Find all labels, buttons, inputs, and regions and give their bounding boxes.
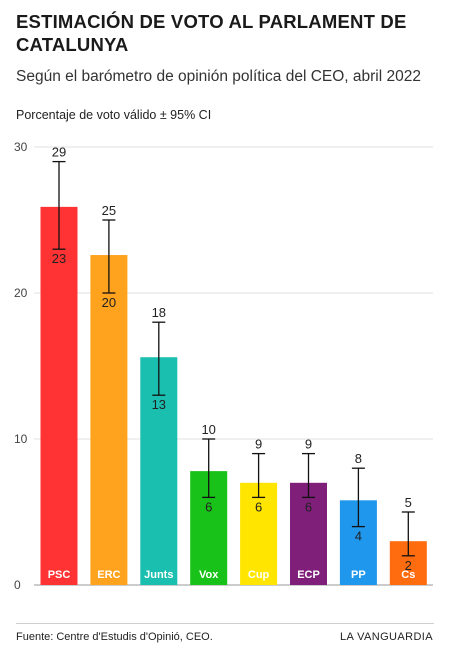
y-axis-caption: Porcentaje de voto válido ± 95% CI <box>16 108 212 122</box>
bar-cup <box>240 482 278 585</box>
y-tick-label: 30 <box>14 140 28 154</box>
lower-ci-label: 6 <box>305 499 312 514</box>
category-label: Cs <box>401 569 415 581</box>
category-label: Junts <box>144 569 173 581</box>
y-tick-label: 20 <box>14 286 28 300</box>
lower-ci-label: 23 <box>52 251 66 266</box>
lower-ci-label: 6 <box>255 499 262 514</box>
upper-ci-label: 29 <box>52 145 66 160</box>
bars <box>40 206 427 586</box>
upper-ci-label: 9 <box>255 437 262 452</box>
upper-ci-label: 18 <box>152 305 166 320</box>
y-tick-label: 0 <box>14 578 21 592</box>
category-label: Cup <box>248 569 270 581</box>
upper-ci-label: 10 <box>201 422 215 437</box>
chart-title: ESTIMACIÓN DE VOTO AL PARLAMENT DE CATAL… <box>16 11 407 55</box>
upper-ci-label: 9 <box>305 437 312 452</box>
category-label: ECP <box>297 569 320 581</box>
category-label: PSC <box>48 569 71 581</box>
brand-logo: LA VANGUARDIA <box>339 631 433 643</box>
footer-divider <box>16 623 434 624</box>
lower-ci-label: 6 <box>205 499 212 514</box>
bar-erc <box>90 255 128 585</box>
lower-ci-label: 20 <box>102 295 116 310</box>
chart-subtitle: Según el barómetro de opinión política d… <box>16 68 421 85</box>
upper-ci-label: 8 <box>355 451 362 466</box>
bar-psc <box>40 206 78 586</box>
upper-ci-label: 5 <box>405 495 412 510</box>
lower-ci-label: 13 <box>152 397 166 412</box>
upper-ci-label: 25 <box>102 203 116 218</box>
category-label: Vox <box>199 569 219 581</box>
source-note: Fuente: Centre d'Estudis d'Opinió, CEO. <box>16 631 213 643</box>
category-label: PP <box>351 569 366 581</box>
bar-ecp <box>290 482 327 585</box>
lower-ci-label: 2 <box>405 558 412 573</box>
error-bars <box>52 160 415 557</box>
y-tick-label: 10 <box>14 432 28 446</box>
lower-ci-label: 4 <box>355 529 362 544</box>
category-label: ERC <box>97 569 120 581</box>
